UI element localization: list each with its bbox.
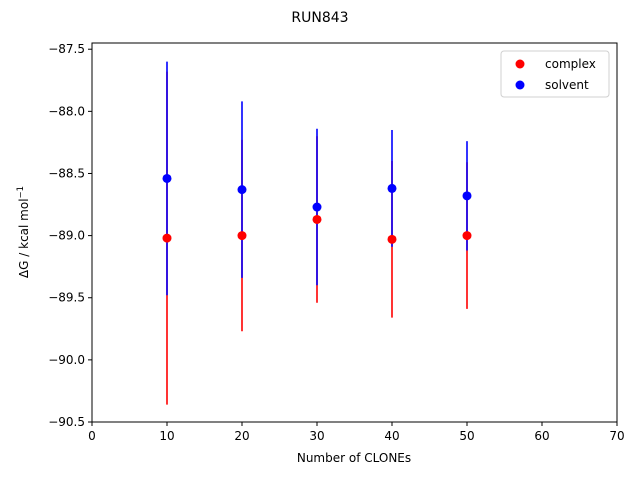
y-tick-label: −89.0 <box>48 229 85 243</box>
y-tick-label: −89.5 <box>48 291 85 305</box>
solvent-point <box>462 191 472 201</box>
error-bars <box>166 61 468 405</box>
legend-label-solvent: solvent <box>545 78 589 92</box>
x-tick-label: 60 <box>534 429 549 443</box>
y-axis-label: ΔG / kcal mol−1 <box>16 186 31 278</box>
legend-marker-complex <box>515 59 525 69</box>
x-tick-label: 40 <box>384 429 399 443</box>
x-axis: 0 10 20 30 40 50 60 70 <box>88 422 625 443</box>
complex-point <box>162 233 172 243</box>
x-tick-label: 20 <box>234 429 249 443</box>
x-tick-label: 10 <box>159 429 174 443</box>
solvent-point <box>312 202 322 212</box>
complex-point <box>462 231 472 241</box>
legend-marker-solvent <box>515 80 525 90</box>
complex-point <box>387 234 397 244</box>
complex-point <box>237 231 247 241</box>
solvent-point <box>162 173 172 183</box>
x-tick-label: 30 <box>309 429 324 443</box>
legend-label-complex: complex <box>545 57 596 71</box>
chart-title: RUN843 <box>291 10 348 26</box>
y-axis: −90.5 −90.0 −89.5 −89.0 −88.5 −88.0 −87.5 <box>48 42 92 429</box>
x-tick-label: 50 <box>459 429 474 443</box>
data-markers <box>162 173 472 244</box>
y-tick-label: −90.0 <box>48 353 85 367</box>
y-axis-label-main: ΔG / kcal mol <box>17 198 31 278</box>
solvent-point <box>237 185 247 195</box>
complex-point <box>312 214 322 224</box>
y-axis-label-exponent: −1 <box>16 186 26 199</box>
plot-area <box>91 42 618 423</box>
legend[interactable]: complex solvent <box>500 50 610 98</box>
y-tick-label: −90.5 <box>48 415 85 429</box>
solvent-point <box>387 183 397 193</box>
x-tick-label: 0 <box>88 429 96 443</box>
legend-box <box>500 50 610 98</box>
y-tick-label: −87.5 <box>48 42 85 56</box>
y-tick-label: −88.0 <box>48 104 85 118</box>
x-tick-label: 70 <box>609 429 624 443</box>
y-tick-label: −88.5 <box>48 166 85 180</box>
x-axis-label: Number of CLONEs <box>297 451 411 465</box>
